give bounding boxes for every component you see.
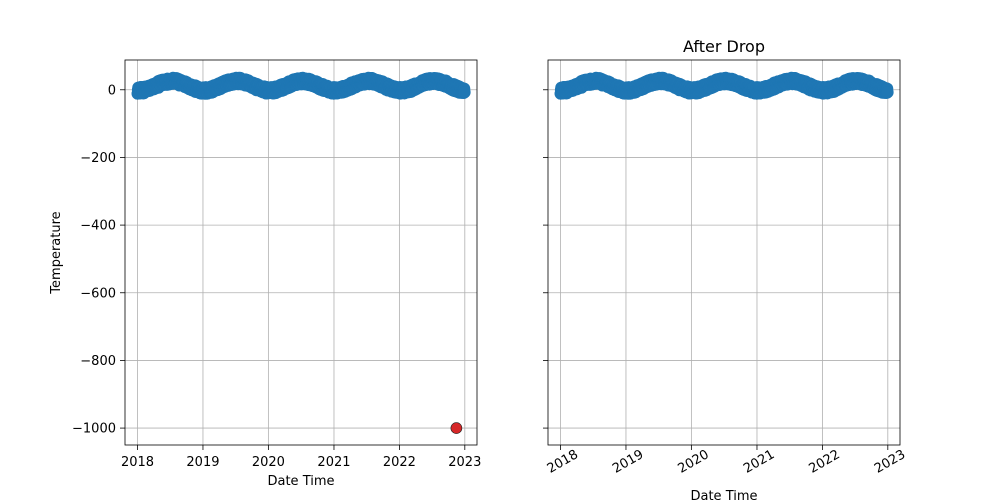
y-tick-label: −400: [80, 219, 116, 234]
data-point: [881, 86, 894, 99]
left-grid: [125, 60, 477, 445]
x-tick-label: 2021: [741, 447, 777, 477]
left-plot-area: [125, 60, 477, 445]
outlier-point: [450, 422, 463, 434]
x-tick-label: 2022: [383, 455, 416, 470]
left-data-points: [131, 71, 471, 434]
x-tick-label: 2018: [545, 447, 581, 477]
left-ticks: 0 −200 −400 −600 −800 −1000 2018 2019 2020 2021 20…: [72, 83, 481, 470]
x-tick-label: 2023: [872, 447, 908, 477]
right-chart-title: After Drop: [683, 37, 765, 56]
x-tick-label: 2021: [317, 455, 350, 470]
right-plot-area: [548, 60, 900, 445]
x-tick-label: 2019: [186, 455, 219, 470]
x-tick-label: 2019: [610, 447, 646, 477]
right-panel: 2018 2019 2020 2021 2022 2023 After Drop Date…: [543, 37, 908, 500]
right-data-points: [554, 71, 894, 100]
x-tick-label: 2020: [676, 447, 712, 477]
x-tick-label: 2023: [448, 455, 481, 470]
x-tick-label: 2018: [121, 455, 154, 470]
right-axes-frame: [547, 59, 901, 446]
y-tick-label: −600: [80, 286, 116, 301]
y-tick-label: −800: [80, 354, 116, 369]
right-x-axis-label: Date Time: [690, 489, 757, 500]
left-x-axis-label: Date Time: [267, 474, 334, 489]
y-tick-label: −200: [80, 151, 116, 166]
left-axes-frame: [124, 59, 478, 446]
data-point: [458, 86, 471, 99]
y-tick-label: −1000: [72, 422, 116, 437]
x-tick-label: 2020: [252, 455, 285, 470]
x-tick-label: 2022: [807, 447, 843, 477]
left-y-axis-label: Temperature: [49, 211, 64, 294]
left-panel: 0 −200 −400 −600 −800 −1000 2018 2019 2020 2021 20…: [49, 59, 481, 489]
y-tick-label: 0: [108, 83, 116, 98]
